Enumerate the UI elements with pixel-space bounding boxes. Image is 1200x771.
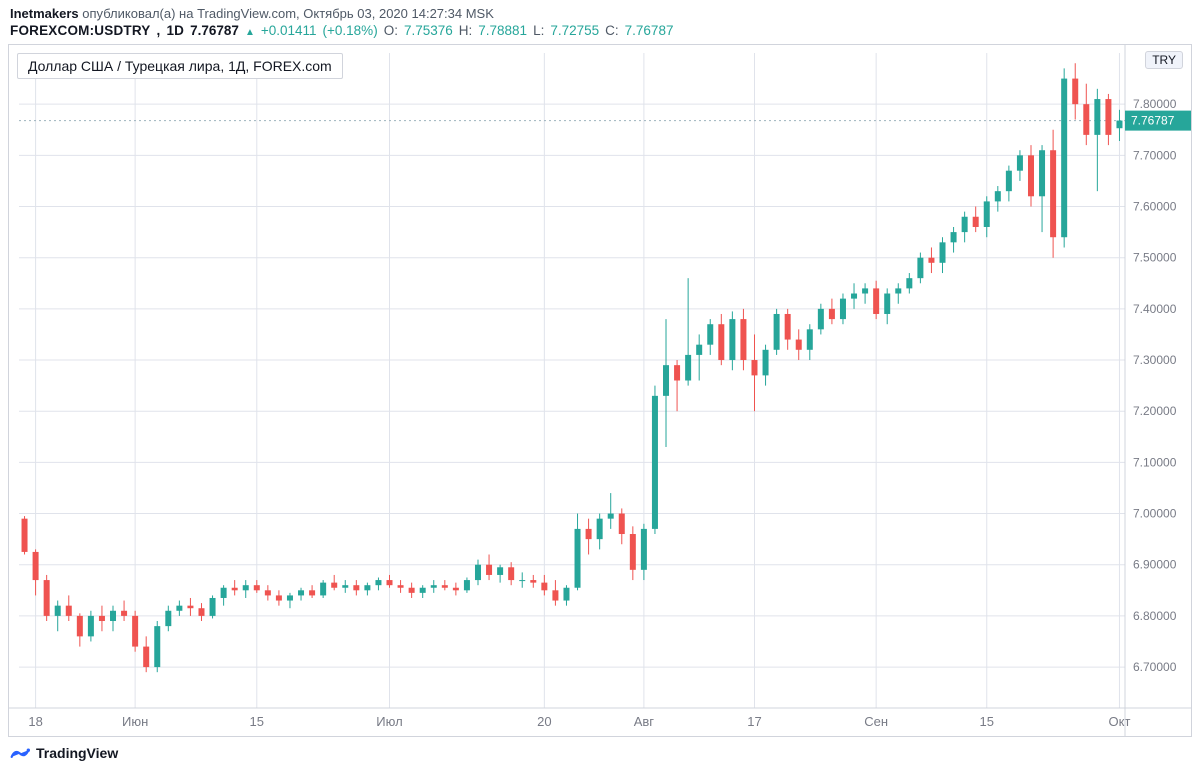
svg-text:6.90000: 6.90000 (1133, 558, 1177, 572)
svg-text:7.50000: 7.50000 (1133, 251, 1177, 265)
low-value: 7.72755 (550, 23, 599, 38)
last-price: 7.76787 (190, 23, 239, 38)
author-name: Inetmakers (10, 6, 79, 21)
svg-text:Сен: Сен (864, 714, 888, 729)
high-label: H: (459, 23, 473, 38)
tradingview-logo-icon (10, 746, 30, 760)
svg-text:Июн: Июн (122, 714, 148, 729)
svg-text:15: 15 (250, 714, 264, 729)
svg-text:7.10000: 7.10000 (1133, 455, 1177, 469)
footer: TradingView (0, 737, 1200, 771)
close-value: 7.76787 (625, 23, 674, 38)
symbol: FOREXCOM:USDTRY (10, 23, 151, 38)
svg-text:6.70000: 6.70000 (1133, 660, 1177, 674)
chart-frame[interactable]: 6.70000 6.80000 6.90000 7.00000 7.10000 7.200… (8, 44, 1192, 737)
ohlc-bar: FOREXCOM:USDTRY , 1D 7.76787 ▲ +0.01411 … (0, 23, 1200, 44)
open-value: 7.75376 (404, 23, 453, 38)
svg-text:15: 15 (980, 714, 994, 729)
svg-text:Окт: Окт (1109, 714, 1131, 729)
svg-text:7.70000: 7.70000 (1133, 148, 1177, 162)
close-label: C: (605, 23, 619, 38)
svg-text:7.20000: 7.20000 (1133, 404, 1177, 418)
publish-info: Inetmakers опубликовал(а) на TradingView… (0, 0, 1200, 23)
svg-text:7.76787: 7.76787 (1131, 114, 1175, 128)
svg-text:7.30000: 7.30000 (1133, 353, 1177, 367)
brand-text: TradingView (36, 745, 118, 761)
svg-text:Июл: Июл (376, 714, 402, 729)
change-arrow-icon: ▲ (245, 27, 255, 38)
svg-text:7.00000: 7.00000 (1133, 507, 1177, 521)
svg-text:7.60000: 7.60000 (1133, 200, 1177, 214)
interval: 1D (166, 23, 184, 38)
svg-text:7.80000: 7.80000 (1133, 97, 1177, 111)
low-label: L: (533, 23, 544, 38)
high-value: 7.78881 (478, 23, 527, 38)
svg-text:6.80000: 6.80000 (1133, 609, 1177, 623)
candlestick-chart[interactable]: 6.70000 6.80000 6.90000 7.00000 7.10000 7.200… (9, 45, 1191, 736)
svg-text:20: 20 (537, 714, 551, 729)
svg-text:7.40000: 7.40000 (1133, 302, 1177, 316)
change-abs: +0.01411 (261, 23, 317, 38)
chart-area[interactable]: 6.70000 6.80000 6.90000 7.00000 7.10000 7.200… (9, 45, 1191, 736)
open-label: O: (384, 23, 398, 38)
publish-text: опубликовал(а) на TradingView.com, Октяб… (82, 6, 494, 21)
svg-text:17: 17 (747, 714, 761, 729)
currency-badge: TRY (1145, 51, 1183, 69)
svg-text:Авг: Авг (634, 714, 655, 729)
chart-title-badge: Доллар США / Турецкая лира, 1Д, FOREX.co… (17, 53, 343, 79)
change-pct: (+0.18%) (323, 23, 378, 38)
svg-text:18: 18 (28, 714, 42, 729)
